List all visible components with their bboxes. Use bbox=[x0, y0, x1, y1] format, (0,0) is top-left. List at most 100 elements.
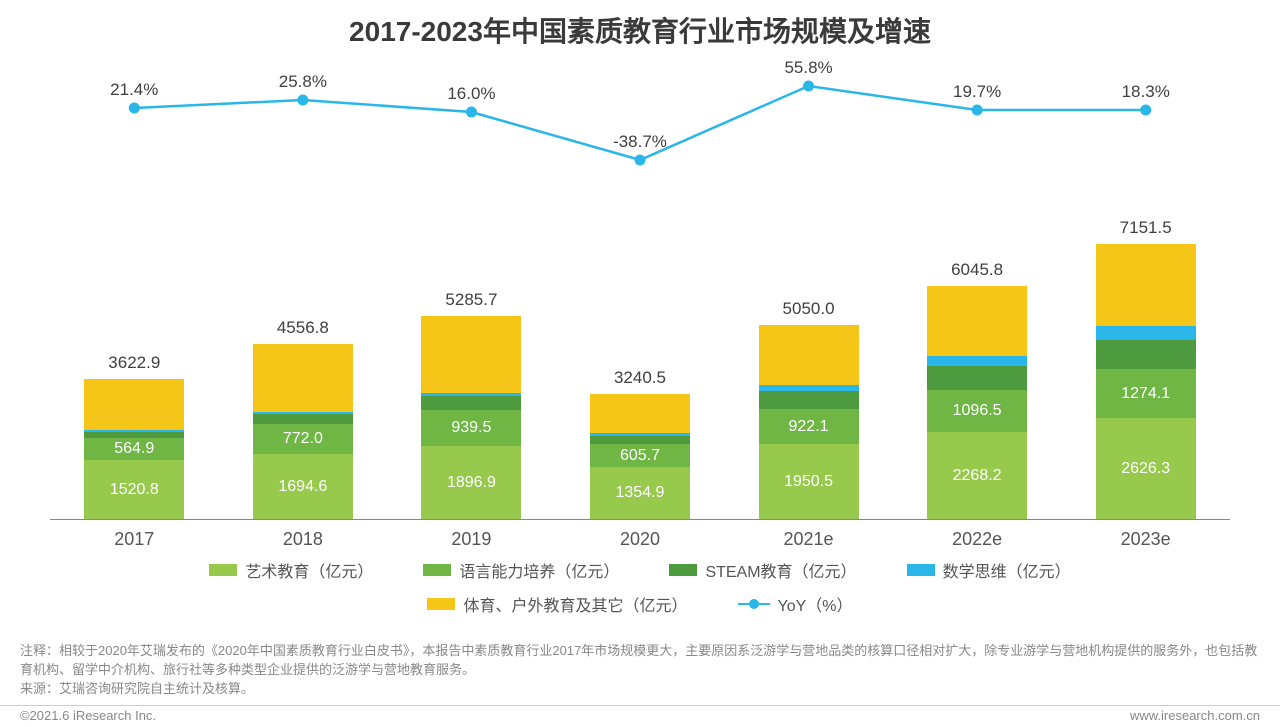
bar-segment bbox=[759, 385, 859, 391]
bar-segment: 922.1 bbox=[759, 409, 859, 444]
bar-segment: 1096.5 bbox=[927, 390, 1027, 432]
segment-label: 1896.9 bbox=[447, 474, 496, 492]
legend-swatch bbox=[907, 564, 935, 576]
segment-label: 772.0 bbox=[283, 430, 323, 448]
footer: ©2021.6 iResearch Inc. www.iresearch.com… bbox=[0, 705, 1280, 723]
segment-label: 605.7 bbox=[620, 447, 660, 465]
bar-group: 1694.6772.04556.8 bbox=[253, 344, 353, 519]
legend-item: STEAM教育（亿元） bbox=[669, 558, 856, 582]
x-label: 2021e bbox=[759, 529, 859, 550]
chart-area: 1520.8 564.9 3622.9 1694.6 772.0 4556.8 1896.9… bbox=[50, 70, 1230, 550]
bar-segment bbox=[927, 366, 1027, 390]
bar-segment bbox=[421, 393, 521, 396]
bar-segment: 1274.1 bbox=[1096, 369, 1196, 418]
yoy-label: 16.0% bbox=[447, 84, 495, 104]
legend-label: 语言能力培养（亿元） bbox=[459, 558, 619, 582]
bar-segment bbox=[590, 436, 690, 444]
legend-swatch bbox=[209, 564, 237, 576]
segment-label: 922.1 bbox=[789, 418, 829, 436]
yoy-label: 18.3% bbox=[1122, 82, 1170, 102]
legend-item: 数学思维（亿元） bbox=[907, 558, 1071, 582]
bar-segment: 1354.9 bbox=[590, 467, 690, 519]
bar-segment bbox=[421, 316, 521, 393]
bar-segment: 1694.6 bbox=[253, 454, 353, 519]
bar-total-label: 5050.0 bbox=[783, 299, 835, 319]
segment-label: 564.9 bbox=[114, 440, 154, 458]
x-label: 2023e bbox=[1096, 529, 1196, 550]
legend-swatch bbox=[427, 598, 455, 610]
bar-segment: 564.9 bbox=[84, 438, 184, 460]
bar-segment bbox=[84, 379, 184, 430]
legend-label: 数学思维（亿元） bbox=[943, 558, 1071, 582]
bar-segment bbox=[1096, 244, 1196, 326]
segment-label: 1950.5 bbox=[784, 473, 833, 491]
bar-total-label: 4556.8 bbox=[277, 318, 329, 338]
bar-segment: 605.7 bbox=[590, 444, 690, 467]
bar-segment bbox=[1096, 326, 1196, 340]
bar-segment: 772.0 bbox=[253, 424, 353, 454]
x-label: 2020 bbox=[590, 529, 690, 550]
bar-total-label: 7151.5 bbox=[1120, 218, 1172, 238]
bar-segment: 1950.5 bbox=[759, 444, 859, 519]
bar-group: 1896.9939.55285.7 bbox=[421, 316, 521, 519]
segment-label: 939.5 bbox=[451, 419, 491, 437]
legend-label: YoY（%） bbox=[778, 592, 853, 616]
segment-label: 1694.6 bbox=[278, 478, 327, 496]
legend-item: 艺术教育（亿元） bbox=[209, 558, 373, 582]
bar-segment bbox=[927, 356, 1027, 366]
bar-segment bbox=[1096, 340, 1196, 369]
legend-label: 体育、户外教育及其它（亿元） bbox=[463, 592, 687, 616]
x-label: 2019 bbox=[421, 529, 521, 550]
bar-segment bbox=[84, 432, 184, 438]
bar-group: 1354.9605.73240.5 bbox=[590, 394, 690, 519]
bars-container: 1520.8 564.9 3622.9 1694.6 772.0 4556.8 1896.9… bbox=[50, 100, 1230, 520]
bar-segment bbox=[759, 325, 859, 385]
legend-line-swatch bbox=[738, 597, 770, 611]
yoy-label: 21.4% bbox=[110, 80, 158, 100]
legend-swatch bbox=[423, 564, 451, 576]
bar-total-label: 5285.7 bbox=[445, 290, 497, 310]
yoy-label: 55.8% bbox=[784, 58, 832, 78]
yoy-label: 25.8% bbox=[279, 72, 327, 92]
footnotes: 注释：相较于2020年艾瑞发布的《2020年中国素质教育行业白皮书》，本报告中素… bbox=[20, 642, 1260, 699]
bar-total-label: 3622.9 bbox=[108, 353, 160, 373]
x-axis-labels: 2017 2018 2019 2020 2021e 2022e 2023e bbox=[50, 529, 1230, 550]
segment-label: 1520.8 bbox=[110, 481, 159, 499]
legend-label: STEAM教育（亿元） bbox=[705, 558, 856, 582]
segment-label: 1096.5 bbox=[953, 402, 1002, 420]
bar-segment bbox=[759, 391, 859, 409]
bar-group: 1520.8564.93622.9 bbox=[84, 379, 184, 519]
bar-segment bbox=[253, 414, 353, 424]
x-label: 2017 bbox=[84, 529, 184, 550]
yoy-label: -38.7% bbox=[613, 132, 667, 152]
segment-label: 2268.2 bbox=[953, 467, 1002, 485]
x-label: 2022e bbox=[927, 529, 1027, 550]
legend-label: 艺术教育（亿元） bbox=[245, 558, 373, 582]
bar-segment: 1520.8 bbox=[84, 460, 184, 519]
bar-segment: 1896.9 bbox=[421, 446, 521, 519]
source-url: www.iresearch.com.cn bbox=[1130, 708, 1260, 723]
legend-item: YoY（%） bbox=[738, 592, 853, 616]
bar-segment: 2626.3 bbox=[1096, 418, 1196, 519]
x-label: 2018 bbox=[253, 529, 353, 550]
segment-label: 1274.1 bbox=[1121, 385, 1170, 403]
bar-segment bbox=[590, 433, 690, 436]
bar-segment bbox=[253, 412, 353, 414]
bar-segment bbox=[590, 394, 690, 433]
legend-item: 体育、户外教育及其它（亿元） bbox=[427, 592, 687, 616]
bar-segment bbox=[84, 430, 184, 432]
legend-swatch bbox=[669, 564, 697, 576]
bar-total-label: 3240.5 bbox=[614, 368, 666, 388]
yoy-label: 19.7% bbox=[953, 82, 1001, 102]
bar-segment bbox=[421, 396, 521, 410]
chart-title: 2017-2023年中国素质教育行业市场规模及增速 bbox=[0, 0, 1280, 50]
bar-group: 2268.21096.56045.8 bbox=[927, 286, 1027, 519]
bar-segment: 2268.2 bbox=[927, 432, 1027, 519]
copyright: ©2021.6 iResearch Inc. bbox=[20, 708, 156, 723]
bar-segment bbox=[253, 344, 353, 412]
legend-item: 语言能力培养（亿元） bbox=[423, 558, 619, 582]
bar-segment bbox=[927, 286, 1027, 356]
segment-label: 2626.3 bbox=[1121, 460, 1170, 478]
bar-total-label: 6045.8 bbox=[951, 260, 1003, 280]
bar-group: 2626.31274.17151.5 bbox=[1096, 244, 1196, 519]
